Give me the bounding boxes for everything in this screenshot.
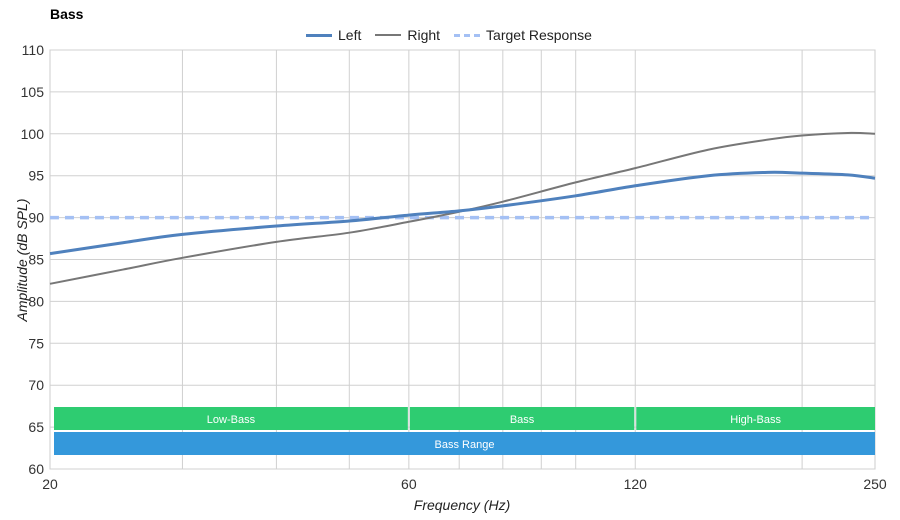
band-label: Bass (510, 414, 535, 426)
series-left-line (49, 170, 876, 256)
band-label: High-Bass (730, 414, 781, 426)
legend-swatch-target (454, 33, 481, 37)
y-tick-label: 95 (28, 168, 44, 184)
x-tick-label: 250 (863, 476, 887, 492)
band-bass (409, 407, 635, 430)
series-right-line (49, 131, 876, 285)
y-tick-label: 80 (28, 293, 44, 309)
x-tick-label: 120 (624, 476, 648, 492)
legend-swatch-left (306, 33, 332, 37)
legend-item-left[interactable]: Left (306, 27, 361, 43)
y-tick-label: 105 (21, 84, 45, 100)
y-tick-label: 75 (28, 335, 44, 351)
legend-item-target[interactable]: Target Response (454, 27, 592, 43)
legend-label-left: Left (338, 27, 362, 43)
legend-item-right[interactable]: Right (375, 27, 440, 43)
y-axis-label: Amplitude (dB SPL) (14, 198, 30, 322)
band-label: Bass Range (435, 439, 495, 451)
band-bass-range (54, 432, 875, 455)
range-bands: Low-Bass Bass High-Bass Bass Range (54, 407, 875, 455)
series-lines (49, 131, 876, 285)
y-tick-label: 110 (22, 42, 45, 58)
y-tick-label: 60 (28, 461, 44, 477)
legend-swatch-right (375, 34, 402, 36)
y-tick-label: 85 (28, 252, 44, 268)
legend-label-target: Target Response (486, 27, 592, 43)
y-tick-label: 90 (28, 210, 44, 226)
legend-label-right: Right (407, 27, 441, 43)
grid (49, 49, 876, 470)
band-low-bass (54, 407, 408, 430)
chart-title: Bass (50, 6, 84, 22)
y-tick-label: 70 (28, 377, 44, 393)
x-tick-label: 60 (401, 476, 417, 492)
band-high-bass (636, 407, 875, 430)
y-tick-label: 65 (28, 419, 44, 435)
x-tick-label: 20 (42, 476, 58, 492)
x-axis-label: Frequency (Hz) (413, 497, 511, 513)
band-label: Low-Bass (207, 414, 256, 426)
y-tick-label: 100 (21, 126, 45, 142)
legend: Left Right Target Response (306, 27, 592, 43)
